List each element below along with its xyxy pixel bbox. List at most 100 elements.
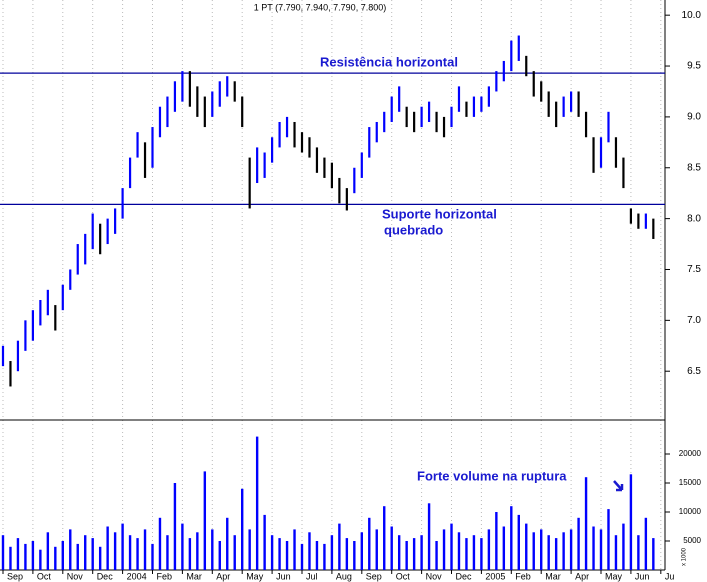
volume-bar bbox=[211, 529, 214, 570]
volume-bar bbox=[495, 512, 498, 570]
volume-bar bbox=[173, 483, 177, 570]
volume-bar bbox=[405, 541, 408, 570]
volume-bar bbox=[113, 532, 117, 570]
volume-bar bbox=[9, 546, 12, 570]
volume-bar bbox=[554, 538, 558, 570]
volume-bar bbox=[278, 538, 281, 570]
volume-bar bbox=[121, 523, 124, 570]
volume-bar bbox=[293, 529, 296, 570]
volume-bar bbox=[300, 543, 304, 570]
volume-bar bbox=[562, 532, 565, 570]
x-tick-label: May bbox=[605, 571, 623, 581]
volume-bar bbox=[270, 535, 274, 570]
volume-bar bbox=[181, 523, 184, 570]
volume-bar bbox=[375, 529, 378, 570]
volume-bar bbox=[240, 488, 244, 570]
x-tick-label: Nov bbox=[426, 571, 443, 581]
volume-bar bbox=[420, 535, 423, 570]
volume-bar bbox=[652, 538, 655, 570]
y-tick-label: 8.5 bbox=[687, 162, 701, 173]
volume-bar bbox=[330, 535, 334, 570]
volume-bar bbox=[472, 535, 476, 570]
volume-bar bbox=[637, 535, 640, 570]
volume-bar bbox=[487, 529, 491, 570]
volume-bar bbox=[614, 535, 618, 570]
volume-bar bbox=[644, 517, 648, 570]
volume-bar bbox=[353, 541, 356, 570]
volume-bar bbox=[226, 517, 229, 570]
volume-bar bbox=[427, 503, 431, 570]
volume-bar bbox=[383, 506, 386, 570]
annotation: quebrado bbox=[384, 222, 443, 237]
volume-bar bbox=[196, 532, 199, 570]
chart-title: 1 PT (7.790, 7.940, 7.790, 7.800) bbox=[254, 2, 386, 12]
volume-bar bbox=[457, 532, 461, 570]
volume-bar bbox=[98, 546, 102, 570]
x-tick-label: Feb bbox=[156, 571, 172, 581]
volume-bar bbox=[76, 543, 79, 570]
volume-bar bbox=[46, 532, 50, 570]
y-tick-label: 9.5 bbox=[687, 61, 701, 72]
volume-bar bbox=[143, 529, 147, 570]
x-tick-label: May bbox=[246, 571, 264, 581]
volume-bar bbox=[517, 514, 520, 570]
volume-bar bbox=[547, 535, 550, 570]
volume-bar bbox=[39, 549, 42, 570]
volume-bar bbox=[622, 523, 625, 570]
y-tick-label: 7.0 bbox=[687, 315, 701, 326]
x-tick-label: Aug bbox=[336, 571, 352, 581]
y-tick-label: 10000 bbox=[679, 507, 702, 516]
volume-bar bbox=[592, 526, 595, 570]
volume-bar bbox=[532, 532, 535, 570]
volume-bar bbox=[16, 538, 20, 570]
volume-bar bbox=[345, 538, 349, 570]
volume-bar bbox=[599, 529, 603, 570]
volume-bar bbox=[203, 471, 207, 570]
x-tick-label: Dec bbox=[456, 571, 473, 581]
x-tick-label: Apr bbox=[575, 571, 589, 581]
volume-bar bbox=[24, 543, 27, 570]
volume-bar bbox=[151, 543, 154, 570]
volume-bar bbox=[323, 543, 326, 570]
x-tick-label: Jun bbox=[276, 571, 291, 581]
volume-bar bbox=[390, 526, 393, 570]
x-tick-label: Feb bbox=[515, 571, 531, 581]
x-tick-label: Sep bbox=[7, 571, 23, 581]
volume-bar bbox=[128, 535, 132, 570]
y-tick-label: 15000 bbox=[679, 478, 702, 487]
volume-bar bbox=[442, 529, 446, 570]
annotation: Suporte horizontal bbox=[382, 206, 497, 221]
volume-bar bbox=[218, 541, 221, 570]
volume-bar bbox=[569, 529, 573, 570]
x-tick-label: Dec bbox=[97, 571, 114, 581]
volume-bar bbox=[285, 541, 289, 570]
volume-bar bbox=[480, 538, 483, 570]
x-tick-label: Ju bbox=[665, 571, 675, 581]
volume-bar bbox=[540, 529, 543, 570]
volume-bar bbox=[188, 538, 192, 570]
y-tick-label: 10.0 bbox=[682, 10, 702, 21]
volume-bar bbox=[31, 541, 35, 570]
volume-bar bbox=[263, 514, 266, 570]
x-tick-label: Jun bbox=[635, 571, 650, 581]
volume-bar bbox=[84, 535, 87, 570]
volume-bar bbox=[158, 517, 162, 570]
volume-bar bbox=[510, 506, 513, 570]
volume-bar bbox=[136, 538, 139, 570]
volume-bar bbox=[308, 532, 311, 570]
volume-bar bbox=[412, 538, 416, 570]
unit-label: x 1000 bbox=[682, 547, 688, 566]
volume-bar bbox=[577, 517, 580, 570]
volume-bar bbox=[166, 535, 169, 570]
x-tick-label: Nov bbox=[67, 571, 84, 581]
volume-bar bbox=[465, 538, 468, 570]
volume-bar bbox=[1, 535, 5, 570]
volume-bar bbox=[435, 541, 438, 570]
x-tick-label: Jul bbox=[306, 571, 318, 581]
volume-bar bbox=[69, 529, 72, 570]
volume-bar bbox=[525, 523, 528, 570]
x-tick-label: Apr bbox=[216, 571, 230, 581]
volume-bar bbox=[61, 541, 64, 570]
volume-bar bbox=[368, 517, 371, 570]
volume-bar bbox=[248, 529, 251, 570]
